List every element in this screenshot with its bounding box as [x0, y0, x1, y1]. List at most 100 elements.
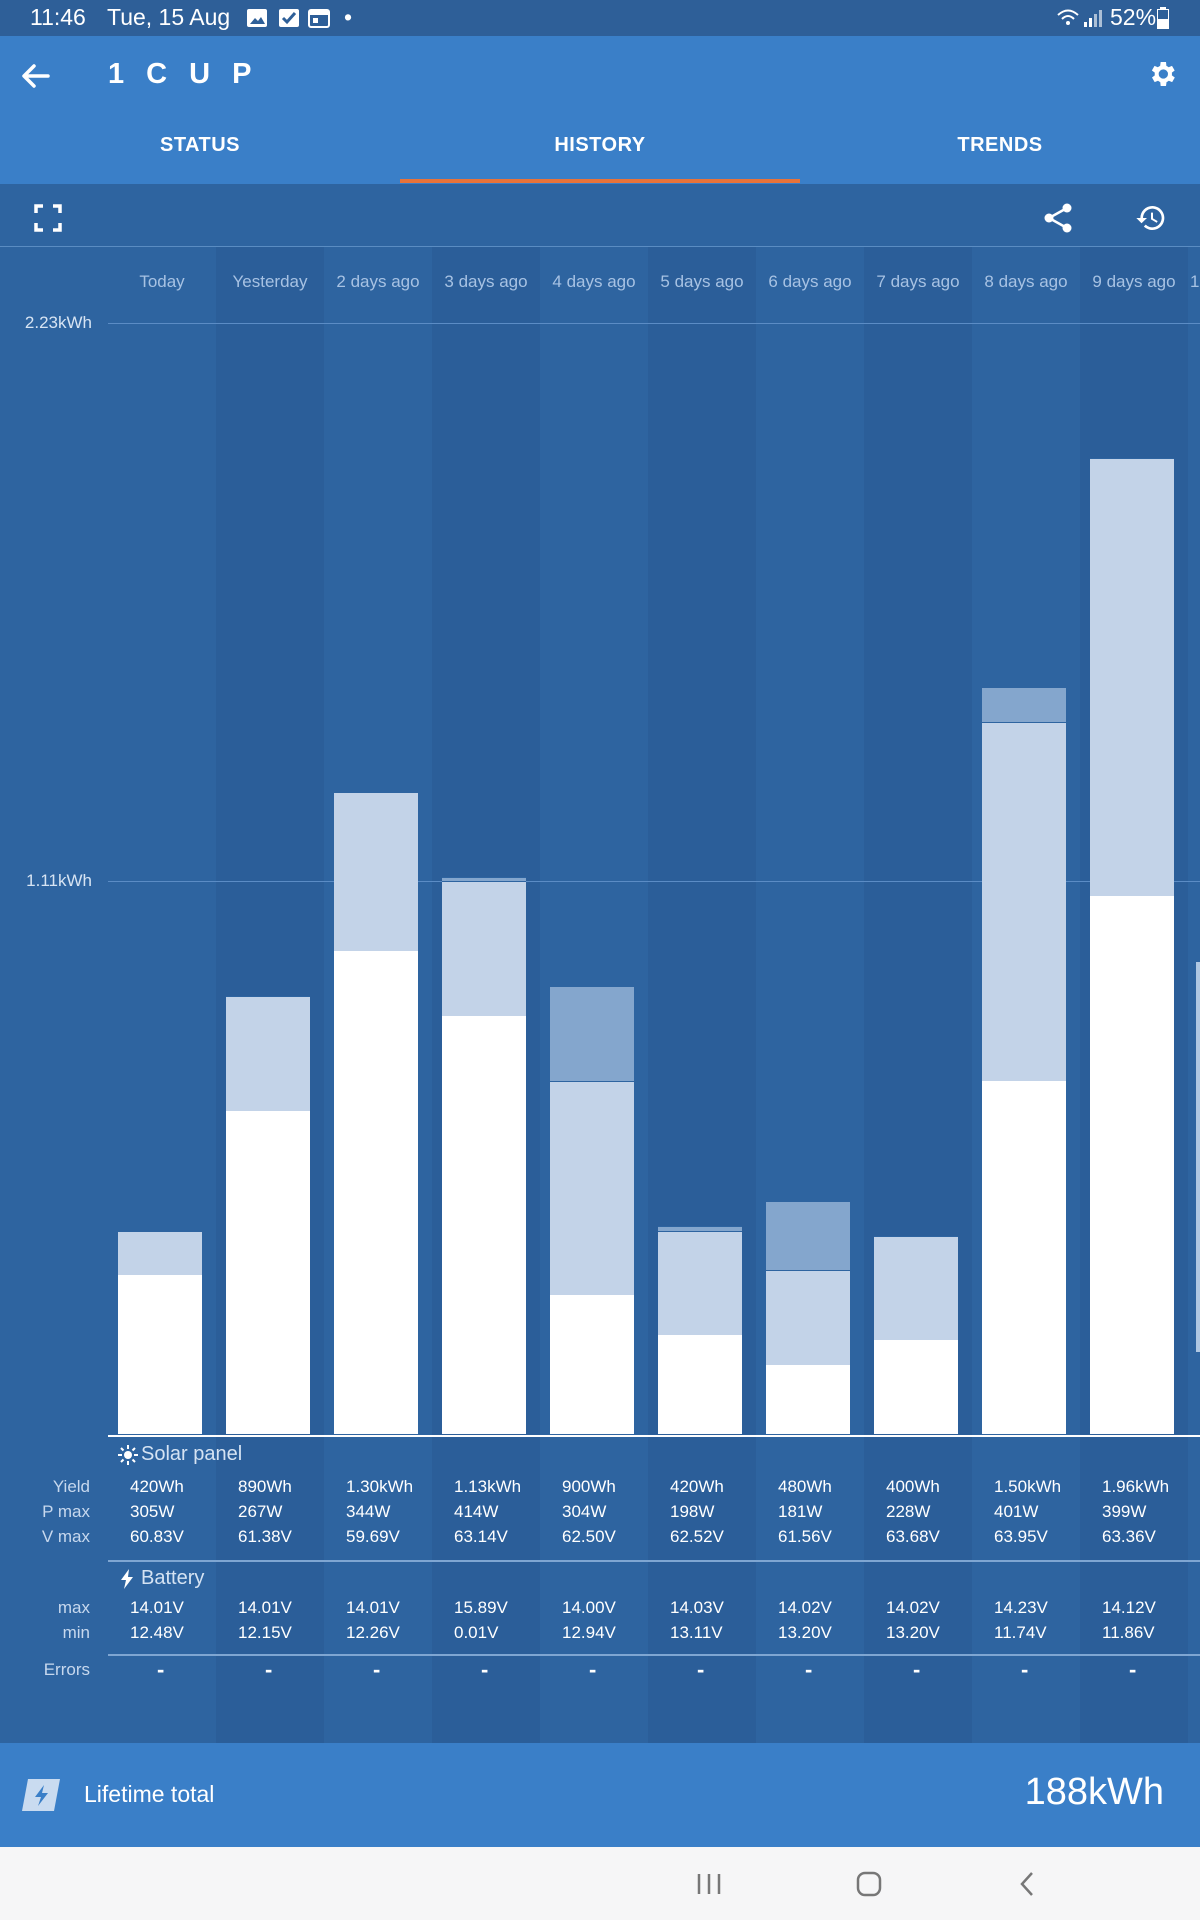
vmax-value: 63.14V [454, 1527, 508, 1546]
day-column[interactable] [216, 247, 324, 1743]
signal-icon [1084, 10, 1102, 27]
day-header[interactable]: 7 days ago [876, 272, 960, 291]
bar-segment[interactable] [982, 1080, 1066, 1434]
gridline-mid [108, 881, 1200, 882]
errors-value: - [697, 1657, 705, 1682]
share-icon[interactable] [1043, 202, 1073, 234]
day-column[interactable] [864, 247, 972, 1743]
day-header[interactable]: 8 days ago [984, 272, 1068, 291]
battery-min-label: min [62, 1623, 90, 1642]
pmax-value: 267W [238, 1502, 283, 1521]
fullscreen-icon[interactable] [34, 204, 62, 232]
bar-segment[interactable] [118, 1230, 202, 1276]
pmax-value: 344W [346, 1502, 391, 1521]
bar-segment[interactable] [1090, 457, 1174, 897]
battery-max-value: 14.01V [346, 1598, 400, 1617]
errors-value: - [157, 1657, 165, 1682]
pmax-value: 305W [130, 1502, 175, 1521]
errors-value: - [805, 1657, 813, 1682]
bar-segment[interactable] [982, 721, 1066, 1081]
day-header[interactable]: 6 days ago [768, 272, 852, 291]
tab-status[interactable]: STATUS [159, 134, 241, 156]
pmax-value: 198W [670, 1502, 715, 1521]
day-column[interactable] [648, 247, 756, 1743]
day-header[interactable]: 2 days ago [336, 272, 420, 291]
day-header[interactable]: 3 days ago [444, 272, 528, 291]
vmax-value: 60.83V [130, 1527, 184, 1546]
history-toolbar [0, 184, 1200, 247]
chart-baseline [108, 1435, 1200, 1437]
battery-max-value: 14.03V [670, 1598, 724, 1617]
yield-value: 420Wh [130, 1477, 184, 1496]
bar-segment[interactable] [442, 1016, 526, 1434]
day-header[interactable]: Yesterday [232, 272, 308, 291]
battery-min-value: 11.74V [994, 1623, 1047, 1642]
bar-segment[interactable] [442, 876, 526, 882]
gallery-notification-icon [247, 9, 267, 27]
battery-max-value: 14.23V [994, 1598, 1048, 1617]
device-title: 1 C U P [108, 58, 259, 90]
home-icon[interactable] [856, 1871, 882, 1897]
pmax-value: 399W [1102, 1502, 1147, 1521]
tab-trends[interactable]: TRENDS [957, 134, 1043, 156]
lifetime-label: Lifetime total [84, 1781, 215, 1807]
app-bar: 1 C U P STATUS HISTORY TRENDS [0, 36, 1200, 184]
errors-value: - [589, 1657, 597, 1682]
status-bar: 11:46 Tue, 15 Aug • 52% [0, 0, 1200, 36]
vmax-value: 59.69V [346, 1527, 400, 1546]
date: Tue, 15 Aug [107, 4, 231, 30]
bar-segment[interactable] [982, 687, 1066, 722]
bar-segment[interactable] [226, 996, 310, 1111]
yield-label: Yield [52, 1477, 90, 1496]
recent-apps-icon[interactable] [696, 1872, 722, 1896]
battery-max-value: 14.12V [1102, 1598, 1156, 1617]
bar-segment[interactable] [550, 986, 634, 1081]
bar-segment[interactable] [442, 881, 526, 1017]
bar-segment[interactable] [1090, 896, 1174, 1434]
pmax-value: 414W [454, 1502, 499, 1521]
bar-segment[interactable] [658, 1335, 742, 1434]
bar-segment[interactable] [766, 1270, 850, 1366]
section-divider [108, 1560, 1200, 1562]
bar-segment[interactable] [874, 1235, 958, 1341]
day-column[interactable] [756, 247, 864, 1743]
vmax-value: 63.68V [886, 1527, 940, 1546]
day-header[interactable]: 9 days ago [1092, 272, 1176, 291]
errors-value: - [913, 1657, 921, 1682]
tab-history[interactable]: HISTORY [554, 134, 646, 156]
bar-segment[interactable] [658, 1230, 742, 1336]
battery-max-value: 14.02V [886, 1598, 940, 1617]
battery-min-value: 12.26V [346, 1623, 400, 1642]
nav-back-icon[interactable] [1018, 1871, 1036, 1897]
bar-segment[interactable] [334, 791, 418, 952]
bar-segment[interactable] [658, 1225, 742, 1231]
errors-value: - [1021, 1657, 1029, 1682]
bar-segment[interactable] [226, 1110, 310, 1434]
calendar-notification-icon [308, 9, 330, 28]
battery-max-value: 14.02V [778, 1598, 832, 1617]
bar-segment[interactable] [334, 951, 418, 1434]
bar-segment[interactable] [766, 1200, 850, 1271]
vmax-value: 63.95V [994, 1527, 1048, 1546]
pmax-value: 401W [994, 1502, 1039, 1521]
battery-min-value: 12.94V [562, 1623, 616, 1642]
pmax-value: 304W [562, 1502, 607, 1521]
day-column[interactable] [108, 247, 216, 1743]
day-header[interactable]: 4 days ago [552, 272, 636, 291]
back-arrow-icon[interactable] [20, 62, 52, 90]
bar-segment[interactable] [550, 1080, 634, 1296]
lightning-icon [121, 1569, 133, 1589]
yield-value: 400Wh [886, 1477, 940, 1496]
pmax-value: 228W [886, 1502, 931, 1521]
bar-segment[interactable] [118, 1275, 202, 1434]
gear-icon[interactable] [1146, 58, 1178, 90]
bar-segment[interactable] [874, 1340, 958, 1434]
battery-min-value: 13.20V [886, 1623, 940, 1642]
history-icon[interactable] [1134, 202, 1168, 234]
day-header[interactable]: Today [139, 272, 185, 291]
wifi-icon [1057, 9, 1079, 25]
errors-value: - [265, 1657, 273, 1682]
bar-segment[interactable] [550, 1295, 634, 1434]
day-header[interactable]: 5 days ago [660, 272, 744, 291]
bar-segment[interactable] [766, 1365, 850, 1434]
